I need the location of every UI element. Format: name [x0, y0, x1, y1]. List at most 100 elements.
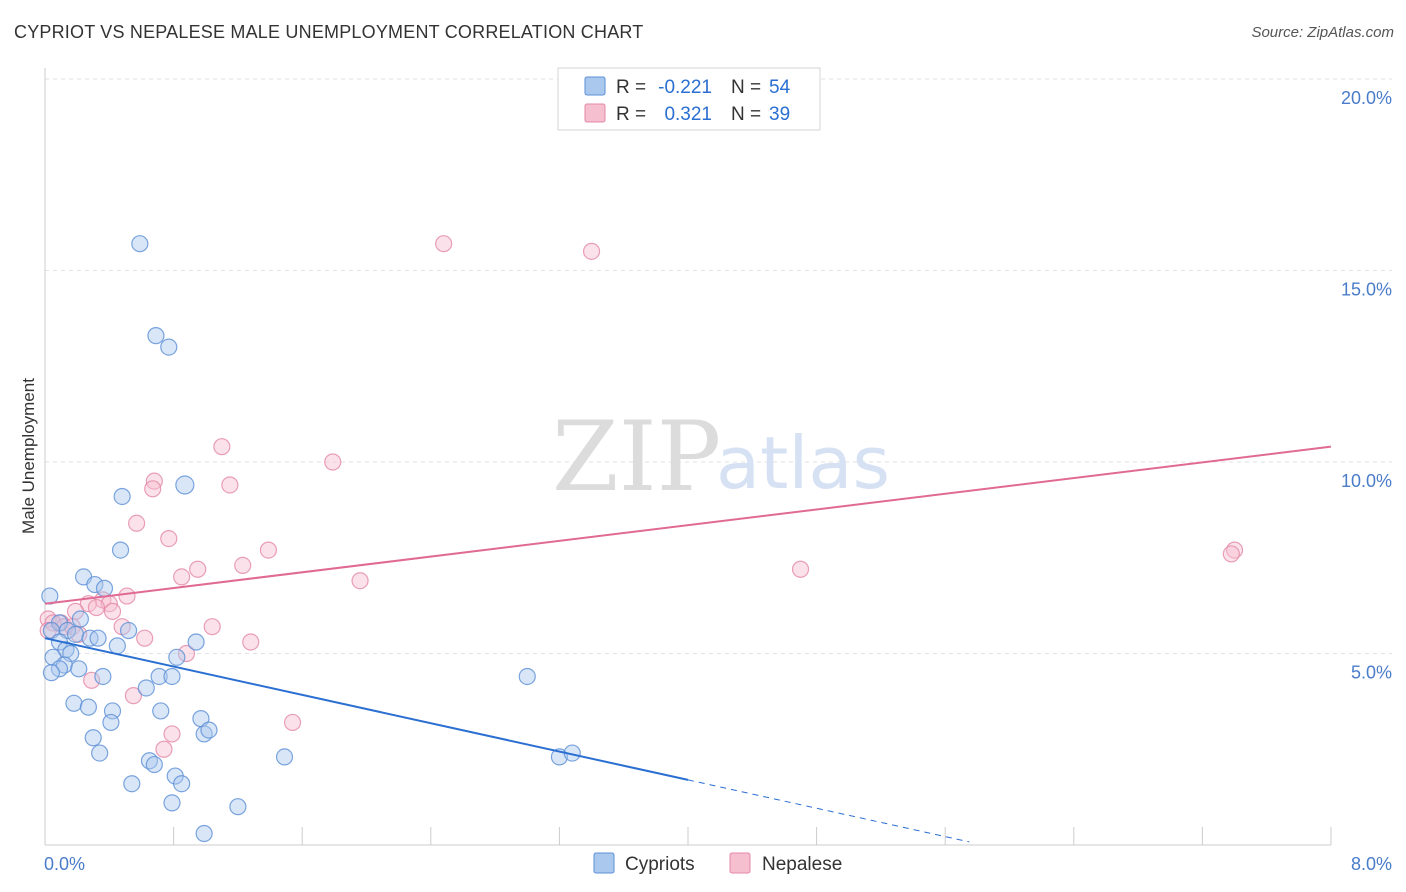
y-tick-label: 20.0% — [1341, 88, 1392, 108]
legend-cypriots-label: Cypriots — [625, 854, 695, 875]
cypriots-point — [113, 487, 131, 506]
axes: 0.0% 8.0% — [44, 68, 1392, 874]
cypriots-point — [137, 679, 155, 697]
nepalese-point — [259, 541, 278, 559]
nepalese-point — [83, 671, 101, 689]
nepalese-point — [163, 725, 181, 743]
nepalese-point — [221, 476, 239, 494]
cypriots-point — [89, 629, 107, 647]
cypriots-point — [95, 579, 114, 597]
nepalese-point — [242, 633, 260, 651]
cypriots-point — [42, 664, 61, 682]
legend: Cypriots Nepalese — [593, 852, 842, 875]
cypriots-trend-extension — [687, 779, 970, 843]
trend-lines — [44, 445, 1332, 843]
cypriots-point — [147, 327, 165, 345]
x-tick-label: 0.0% — [44, 854, 85, 874]
watermark-atlas: atlas — [716, 421, 890, 505]
nepalese-point — [177, 644, 196, 663]
nepalese-point — [124, 687, 143, 705]
grid: 5.0% 10.0% 15.0% 20.0% — [45, 78, 1392, 683]
nepalese-point — [128, 514, 146, 532]
nepalese-point — [87, 598, 106, 617]
cypriots-point — [150, 667, 168, 686]
nepalese-point — [136, 629, 154, 647]
stats-box: R = -0.221 N = 54 R = 0.321 N = 39 — [557, 67, 821, 131]
cypriots-point — [229, 798, 247, 816]
nepalese-point — [234, 556, 252, 575]
nepalese-point — [351, 572, 369, 590]
y-tick-label: 5.0% — [1351, 663, 1392, 683]
nepalese-point — [173, 568, 191, 586]
cypriots-point — [163, 794, 181, 812]
cypriots-point — [91, 744, 109, 762]
cypriots-point — [175, 475, 195, 495]
nepalese-point — [324, 453, 342, 471]
cypriots-point — [518, 667, 536, 686]
nepalese-point — [160, 529, 178, 548]
cypriots-point — [168, 648, 186, 666]
stats-nepalese-r-label: R = — [616, 104, 646, 125]
cypriots-point — [195, 824, 213, 843]
stats-cypriots-r-value: -0.221 — [658, 77, 712, 98]
stats-cypriots-r-label: R = — [616, 77, 646, 98]
stats-nepalese-swatch — [584, 103, 606, 123]
y-tick-label: 15.0% — [1341, 280, 1392, 300]
cypriots-point — [123, 775, 141, 793]
cypriots-point — [200, 721, 218, 739]
cypriots-point — [145, 755, 163, 774]
nepalese-point — [213, 438, 231, 456]
nepalese-point — [118, 587, 136, 605]
cypriots-point — [187, 633, 205, 651]
cypriots-point — [71, 610, 89, 628]
nepalese-point — [283, 713, 302, 732]
stats-cypriots-swatch — [584, 76, 606, 96]
cypriots-point — [108, 637, 126, 655]
cypriots-trend-line — [44, 637, 689, 781]
nepalese-point — [582, 242, 601, 260]
nepalese-point — [1222, 545, 1240, 563]
source-credit: Source: ZipAtlas.com — [1251, 24, 1394, 41]
x-tick-label: 8.0% — [1351, 854, 1392, 874]
cypriots-point — [86, 575, 104, 594]
cypriots-point — [66, 625, 85, 643]
cypriots-point — [79, 698, 98, 716]
nepalese-trend-line — [44, 445, 1332, 605]
stats-cypriots-n-label: N = — [731, 77, 761, 98]
nepalese-point — [791, 560, 810, 578]
nepalese-point — [189, 560, 207, 578]
stats-nepalese-n-value: 39 — [769, 104, 790, 125]
stats-cypriots-n-value: 54 — [769, 77, 791, 98]
legend-cypriots-swatch — [593, 852, 615, 874]
nepalese-point — [155, 740, 173, 758]
nepalese-point — [144, 480, 162, 498]
cypriots-point — [111, 541, 130, 559]
stats-nepalese-r-value: 0.321 — [664, 104, 712, 125]
cypriots-point — [160, 338, 178, 356]
cypriots-point — [131, 235, 149, 253]
cypriots-point — [65, 694, 83, 712]
watermark-zip: ZIP — [552, 401, 721, 513]
legend-nepalese-swatch — [729, 852, 751, 874]
cypriots-point — [163, 667, 181, 686]
cypriots-point — [70, 660, 88, 678]
cypriots-point — [152, 702, 170, 720]
cypriots-point — [94, 667, 112, 686]
chart-title: CYPRIOT VS NEPALESE MALE UNEMPLOYMENT CO… — [14, 22, 644, 42]
cypriots-point — [84, 729, 102, 747]
nepalese-point — [203, 618, 221, 636]
stats-nepalese-n-label: N = — [731, 104, 761, 125]
cypriots-point — [102, 713, 120, 732]
watermark: ZIP atlas — [552, 401, 890, 513]
legend-nepalese-label: Nepalese — [762, 854, 842, 875]
nepalese-points — [39, 235, 1244, 758]
y-axis-label: Male Unemployment — [19, 378, 38, 534]
y-tick-label: 10.0% — [1341, 471, 1392, 491]
cypriots-points — [41, 235, 581, 843]
cypriots-point — [119, 621, 138, 640]
cypriots-point — [173, 775, 191, 793]
cypriots-point — [50, 660, 69, 678]
nepalese-point — [435, 235, 453, 253]
nepalese-point — [103, 602, 122, 620]
